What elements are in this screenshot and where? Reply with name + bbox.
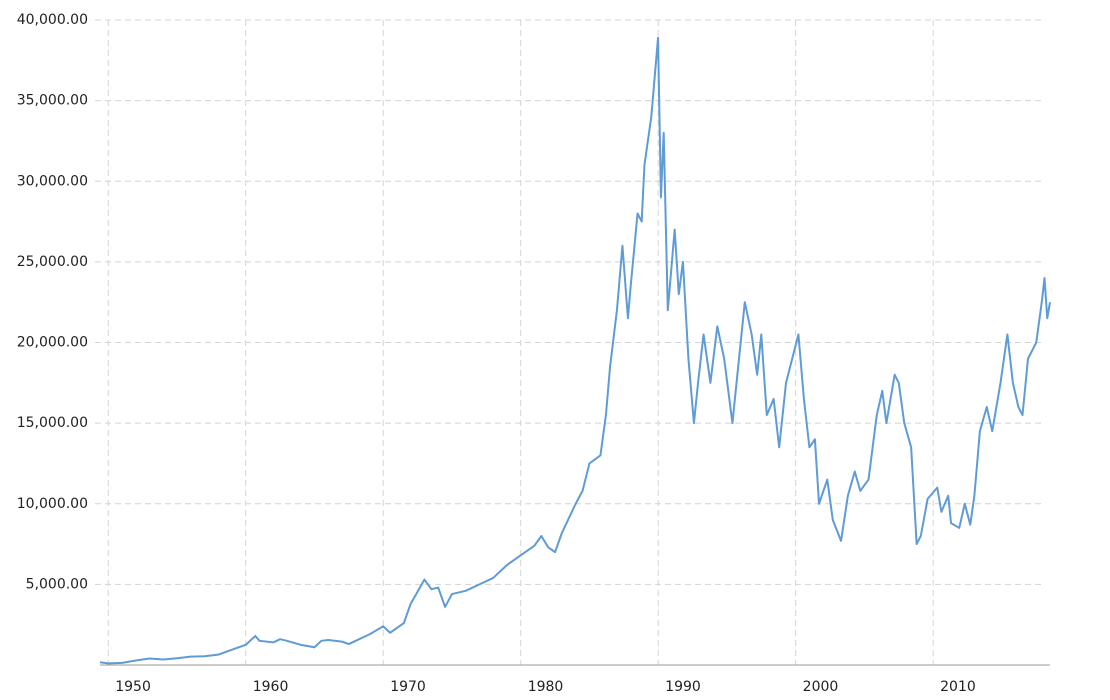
y-tick-label: 35,000.00: [17, 93, 88, 109]
y-tick-label: 15,000.00: [17, 415, 88, 431]
x-tick-label: 1960: [253, 679, 289, 695]
x-tick-label: 2010: [940, 679, 976, 695]
x-tick-label: 2000: [803, 679, 839, 695]
y-tick-label: 25,000.00: [17, 254, 88, 270]
line: [99, 36, 1051, 665]
x-tick-label: 1980: [528, 679, 564, 695]
y-tick-label: 20,000.00: [17, 335, 88, 351]
y-tick-label: 30,000.00: [17, 173, 88, 189]
y-tick-label: 40,000.00: [17, 12, 88, 28]
y-tick-label: 10,000.00: [17, 496, 88, 512]
x-tick-label: 1970: [390, 679, 426, 695]
x-tick-label: 1950: [115, 679, 151, 695]
y-tick-label: 5,000.00: [26, 576, 88, 592]
x-tick-label: 1990: [665, 679, 701, 695]
